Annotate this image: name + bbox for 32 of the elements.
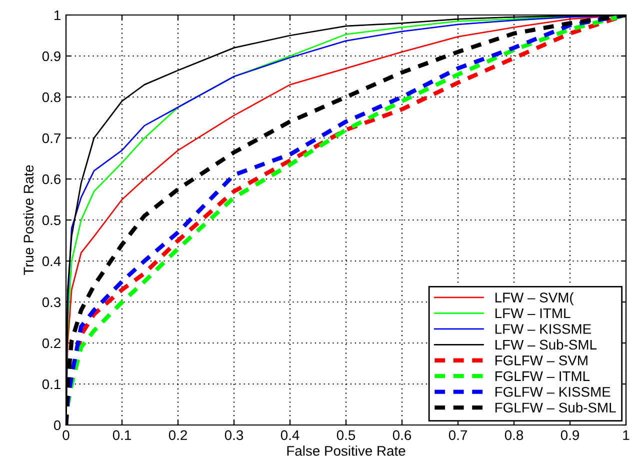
y-tick-label: 0.3 bbox=[42, 297, 61, 308]
y-tick-label: 0.8 bbox=[42, 92, 61, 102]
y-tick-label: 0.4 bbox=[42, 256, 61, 266]
legend-label: LFW – SVM( bbox=[495, 292, 574, 306]
x-tick-label: 0.8 bbox=[504, 430, 524, 440]
y-tick-label: 0.9 bbox=[42, 51, 60, 62]
legend-label: FGLFW – KISSME bbox=[495, 386, 610, 397]
legend-label: FGLFW – SVM bbox=[495, 356, 588, 366]
y-tick-label: 0.2 bbox=[42, 338, 60, 348]
y-tick-label: 0.7 bbox=[42, 133, 60, 144]
x-tick-label: 0.6 bbox=[392, 430, 412, 440]
x-tick-label: 1 bbox=[623, 430, 630, 440]
x-tick-label: 0.7 bbox=[448, 430, 467, 440]
x-tick-label: 0.4 bbox=[280, 430, 300, 440]
legend-label: FGLFW – ITML bbox=[495, 371, 590, 382]
y-tick-label: 0.6 bbox=[42, 174, 61, 184]
y-tick-label: 0.5 bbox=[42, 215, 61, 226]
x-tick-label: 0.9 bbox=[560, 430, 579, 440]
x-tick-label: 0 bbox=[62, 430, 70, 440]
y-axis-title: True Postive Rate bbox=[23, 165, 34, 276]
x-tick-label: 0.3 bbox=[224, 430, 244, 440]
y-tick-label: 1 bbox=[54, 10, 60, 20]
y-tick-label: 0 bbox=[54, 420, 61, 430]
x-tick-label: 0.2 bbox=[168, 430, 187, 440]
legend-label: LFW – ITML bbox=[495, 308, 570, 318]
y-tick-label: 0.1 bbox=[42, 379, 60, 390]
legend-label: LFW – KISSME bbox=[495, 324, 591, 334]
x-tick-label: 0.1 bbox=[112, 430, 131, 440]
x-axis-title: False Positive Rate bbox=[287, 446, 406, 456]
legend-label: FGLFW – Sub-SML bbox=[495, 402, 616, 413]
legend-label: LFW – Sub-SML bbox=[495, 339, 597, 350]
x-tick-label: 0.5 bbox=[336, 430, 356, 440]
